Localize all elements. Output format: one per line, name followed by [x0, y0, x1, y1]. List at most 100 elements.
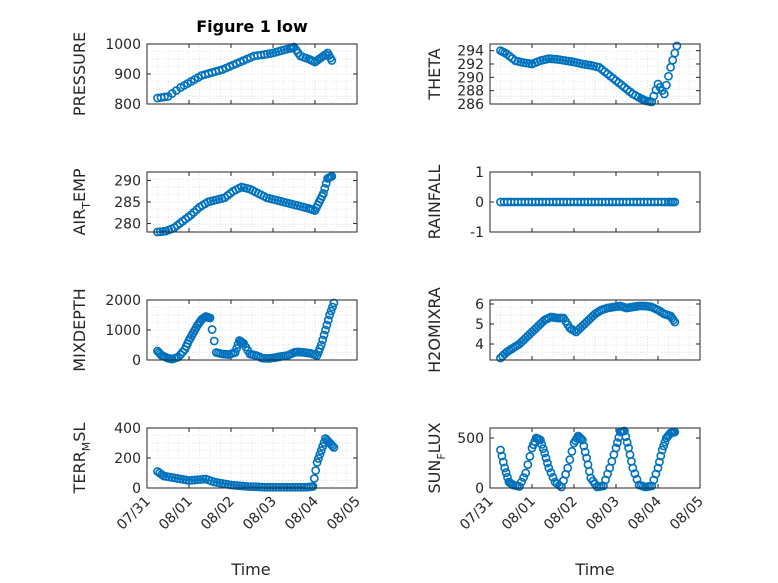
y-tick-label: 285 [114, 195, 141, 211]
data-point [308, 482, 318, 491]
subplot-air-temp: 280 285 290 AIRTEMP [70, 168, 358, 237]
data-point [314, 454, 323, 463]
x-tick-label: 08/01 [156, 494, 196, 534]
data-point [541, 453, 551, 463]
data-point [664, 71, 673, 81]
data-point [318, 442, 328, 451]
data-point [563, 463, 573, 473]
x-tick-label: 08/02 [198, 494, 238, 534]
axes-frame [489, 427, 701, 489]
data-point [326, 306, 336, 316]
data-point [260, 482, 269, 492]
data-point [321, 325, 330, 335]
data-point [323, 315, 333, 325]
data-point [322, 320, 332, 330]
figure-title: Figure 1 low [196, 17, 308, 36]
data-point [254, 482, 264, 492]
data-point [544, 463, 554, 473]
subplot-pressure: 800 900 1000 PRESSURE [70, 32, 358, 116]
data-point [670, 197, 680, 207]
y-axis-label: RAINFALL [425, 165, 444, 240]
data-point [659, 441, 668, 451]
axes-frame [489, 171, 701, 233]
y-tick-label: 1 [475, 165, 484, 181]
data-point [580, 447, 590, 457]
y-tick-label: 1000 [105, 37, 141, 53]
data-point [243, 482, 253, 491]
x-tick-label: 08/03 [240, 494, 280, 534]
data-point [523, 460, 533, 470]
y-tick-label: 900 [114, 67, 141, 83]
data-point [565, 455, 575, 465]
y-axis-label: AIRTEMP [70, 168, 93, 235]
y-axis-label: H2OMIXRA [425, 287, 444, 373]
axes-frame [489, 299, 701, 361]
data-point [517, 477, 526, 487]
data-point [576, 434, 586, 444]
data-point [319, 330, 329, 340]
axes-frame [489, 43, 701, 105]
data-point [265, 482, 275, 492]
x-tick-label: 07/31 [457, 494, 497, 534]
x-tick-label: 08/05 [324, 494, 364, 534]
y-tick-label: 400 [114, 421, 141, 437]
y-tick-label: 290 [114, 174, 141, 190]
data-point [207, 325, 217, 334]
data-point [519, 473, 528, 482]
data-point [579, 441, 589, 451]
y-tick-label: 292 [457, 57, 484, 73]
data-point [659, 89, 669, 99]
data-point [232, 344, 241, 353]
data-point [537, 439, 547, 449]
data-point [613, 438, 622, 448]
data-point [628, 463, 638, 473]
data-point [670, 317, 680, 327]
axes-frame [146, 427, 358, 489]
data-point [548, 472, 558, 482]
data-point [311, 466, 321, 475]
x-tick-label: 08/02 [541, 494, 581, 534]
data-point [285, 482, 295, 492]
data-point [262, 482, 272, 492]
data-point [567, 446, 577, 456]
data-point [288, 482, 297, 492]
x-tick-label: 07/31 [114, 494, 154, 534]
data-point [176, 350, 185, 359]
x-axis-label-right: Time [574, 560, 614, 579]
y-tick-label: 4 [475, 337, 484, 353]
data-point [622, 437, 632, 447]
data-point [282, 482, 292, 492]
data-point [500, 463, 510, 473]
y-axis-label: MIXDEPTH [70, 288, 89, 371]
y-tick-label: 0 [475, 481, 484, 497]
data-point [546, 468, 556, 478]
data-point [515, 482, 524, 491]
data-point [257, 482, 267, 492]
y-tick-label: 200 [114, 451, 141, 467]
y-tick-label: 6 [475, 297, 484, 313]
data-point [611, 443, 621, 453]
y-tick-label: 0 [132, 353, 141, 369]
data-point [279, 482, 289, 492]
data-point [656, 451, 666, 461]
data-point [205, 313, 215, 323]
data-point [160, 92, 169, 102]
data-point [274, 482, 283, 492]
y-tick-label: 286 [457, 97, 484, 113]
data-point [316, 446, 326, 455]
y-tick-label: 1000 [105, 323, 141, 339]
x-tick-label: 08/04 [282, 493, 322, 533]
data-point [653, 463, 663, 473]
y-axis-label: THETA [425, 48, 444, 100]
data-point [276, 482, 286, 492]
y-tick-label: 294 [457, 44, 484, 60]
data-point [271, 482, 281, 492]
data-point [620, 426, 629, 436]
axes-frame [146, 43, 358, 105]
data-point [621, 432, 631, 442]
data-point [632, 474, 642, 484]
x-tick-label: 08/04 [625, 493, 665, 533]
